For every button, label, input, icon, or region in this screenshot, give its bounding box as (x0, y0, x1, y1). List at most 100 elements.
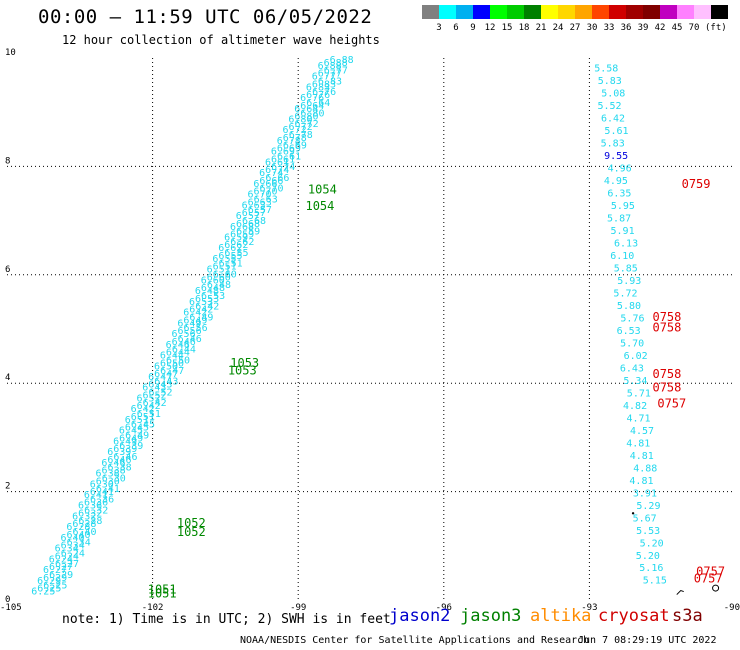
legend-swatch (541, 5, 558, 19)
swh-value-right: 5.72 (613, 288, 637, 299)
swh-value-left: 6.28 (66, 522, 90, 533)
swh-value-left: 6.70 (259, 184, 283, 195)
legend-label: 39 (637, 23, 649, 33)
swh-value-left: 6.38 (108, 463, 132, 474)
legend-label: 30 (586, 23, 598, 33)
swh-value-left: 6.51 (137, 409, 161, 420)
legend-label: 45 (671, 23, 683, 33)
map-subtitle: 12 hour collection of altimeter wave hei… (62, 33, 380, 47)
swh-value-left: 6.59 (236, 227, 260, 238)
legend-label: 12 (484, 23, 496, 33)
legend-swatch (456, 5, 473, 19)
swh-value-left: 6.44 (160, 351, 184, 362)
swh-value-left: 6.66 (265, 173, 289, 184)
swh-value-left: 6.29 (43, 573, 67, 584)
swh-value-left: 6.63 (242, 200, 266, 211)
swh-value-left: 6.42 (183, 308, 207, 319)
swh-value-right: 4.81 (630, 451, 654, 462)
swh-value-right: 4.57 (630, 426, 654, 437)
swh-value-right: 5.53 (636, 526, 660, 537)
satellite-label-s3a: s3a (672, 606, 703, 626)
swh-value-left: 6.69 (271, 147, 295, 158)
legend-swatch (524, 5, 541, 19)
swh-value-left: 6.80 (294, 111, 318, 122)
legend-swatch (660, 5, 677, 19)
swh-value-left: 6.25 (37, 584, 61, 595)
time-label-cryosat: 0757 (694, 572, 723, 586)
time-label-cryosat: 0758 (652, 310, 681, 324)
x-tick-label: -102 (142, 603, 164, 613)
swh-value-left: 6.62 (218, 243, 242, 254)
legend-swatch (711, 5, 728, 19)
satellite-label-altika: altika (530, 606, 592, 626)
swh-value-left: 6.55 (212, 254, 236, 265)
swh-value-left: 6.50 (160, 358, 184, 369)
y-tick-label: 0 (5, 595, 10, 605)
swh-value-left: 6.64 (294, 104, 318, 115)
swh-value-left: 6.61 (271, 154, 295, 165)
swh-value-left: 6.55 (218, 251, 242, 262)
time-label-cryosat: 0758 (652, 380, 681, 394)
swh-value-left: 6.29 (37, 576, 61, 587)
y-tick-label: 2 (5, 482, 10, 492)
x-tick-label: -105 (0, 603, 22, 613)
swh-value-left: 6.83 (312, 79, 336, 90)
swh-value-left: 6.27 (55, 559, 79, 570)
swh-value-left: 6.30 (102, 473, 126, 484)
swh-value-left: 6.72 (289, 122, 313, 133)
swh-value-left: 6.49 (177, 318, 201, 329)
swh-value-left: 6.61 (277, 151, 301, 162)
swh-value-left: 6.48 (201, 283, 225, 294)
swh-value-left: 6.49 (125, 430, 149, 441)
swh-value-left: 6.45 (131, 420, 155, 431)
island-outline (712, 584, 720, 592)
y-tick-label: 4 (5, 373, 10, 383)
swh-value-left: 6.62 (224, 240, 248, 251)
swh-value-left: 6.77 (312, 72, 336, 83)
swh-value-left: 6.27 (49, 562, 73, 573)
swh-value-left: 6.39 (107, 447, 131, 458)
swh-value-left: 6.32 (78, 508, 102, 519)
swh-value-left: 6.63 (254, 194, 278, 205)
swh-value-left: 6.51 (213, 262, 237, 273)
swh-value-left: 6.56 (172, 329, 196, 340)
swh-value-right: 5.34 (623, 376, 647, 387)
swh-value-left: 6.66 (253, 179, 277, 190)
swh-value-left: 6.80 (300, 108, 324, 119)
swh-value-left: 6.46 (107, 455, 131, 466)
coastline-fragment (676, 590, 684, 595)
swh-value-left: 6.59 (224, 233, 248, 244)
swh-value-left: 6.68 (236, 219, 260, 230)
swh-value-left: 6.57 (242, 208, 266, 219)
swh-value-right: 6.53 (617, 326, 641, 337)
satellite-label-jason2: jason2 (389, 606, 451, 626)
y-tick-label: 10 (5, 48, 16, 58)
swh-value-left: 6.36 (78, 501, 102, 512)
swh-value-left: 6.49 (189, 312, 213, 323)
swh-value-left: 6.68 (230, 222, 254, 233)
swh-value-left: 6.47 (148, 372, 172, 383)
swh-value-left: 6.34 (67, 538, 91, 549)
swh-value-right: 6.13 (614, 238, 638, 249)
credit-line: NOAA/NESDIS Center for Satellite Applica… (240, 635, 590, 646)
y-tick-label: 8 (5, 156, 10, 166)
swh-value-left: 6.77 (318, 69, 342, 80)
swh-value-left: 6.24 (49, 554, 73, 565)
swh-value-left: 6.36 (84, 498, 108, 509)
satellite-label-jason3: jason3 (460, 606, 522, 626)
swh-value-right: 5.08 (601, 89, 625, 100)
swh-value-right: 5.52 (597, 101, 621, 112)
swh-value-left: 6.48 (207, 280, 231, 291)
swh-value-right: 5.67 (633, 513, 657, 524)
swh-value-right: 9.55 (604, 151, 628, 162)
swh-value-right: 5.61 (604, 126, 628, 137)
swh-value-right: 5.29 (636, 501, 660, 512)
swh-value-left: 6.29 (49, 570, 73, 581)
swh-value-left: 6.83 (306, 82, 330, 93)
time-label-jason3: 1052 (177, 525, 206, 539)
legend-swatch (558, 5, 575, 19)
swh-value-right: 5.71 (627, 388, 651, 399)
swh-value-right: 4.96 (608, 163, 632, 174)
swh-value-left: 6.61 (265, 157, 289, 168)
swh-value-left: 6.63 (248, 197, 272, 208)
